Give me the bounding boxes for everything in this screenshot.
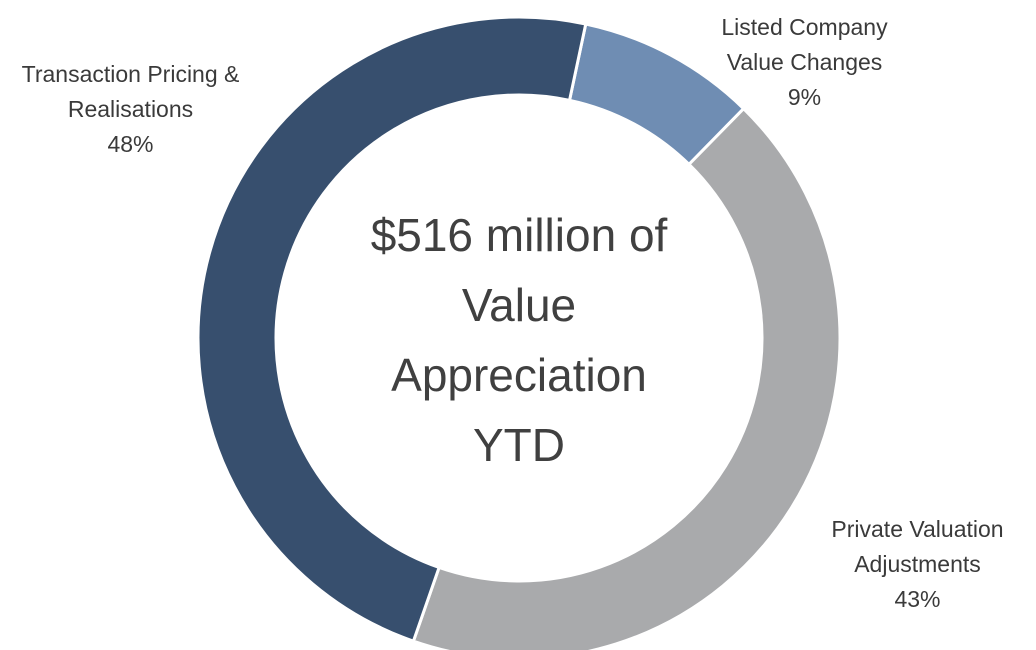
category-label: Listed Company Value Changes: [721, 14, 888, 75]
category-label: Transaction Pricing & Realisations: [21, 61, 240, 122]
segment-label: Private Valuation Adjustments 43%: [810, 512, 1025, 617]
segment-label: Transaction Pricing & Realisations 48%: [8, 57, 253, 162]
value-label: 9%: [787, 84, 822, 110]
category-label: Private Valuation Adjustments: [831, 516, 1004, 577]
center-label: $516 million of Value Appreciation YTD: [370, 209, 668, 471]
value-label: 48%: [107, 131, 154, 157]
donut-segment: [196, 15, 588, 644]
segment-label: Listed Company Value Changes 9%: [697, 10, 912, 115]
value-label: 43%: [894, 586, 941, 612]
